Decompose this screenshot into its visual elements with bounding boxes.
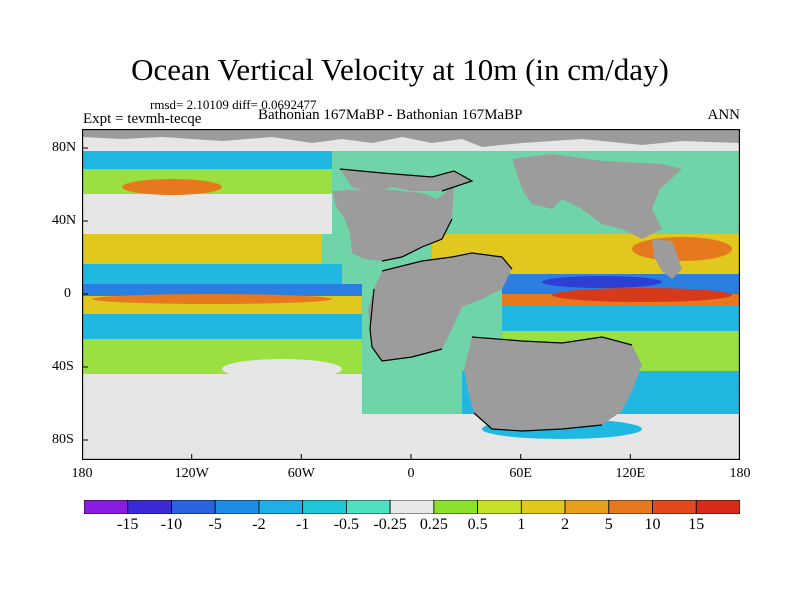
colorbar-label: -0.25 (373, 516, 407, 533)
land-north-continent (340, 169, 472, 193)
x-tick-label: 120W (174, 466, 209, 481)
field-band (82, 314, 362, 339)
y-tick-label: 80N (52, 140, 77, 155)
land-asia (512, 154, 682, 239)
field-band (502, 306, 740, 331)
land-laurasia (332, 183, 454, 261)
experiment-label: Expt = tevmh-tecqe (83, 111, 202, 127)
period-label: Bathonian 167MaBP - Bathonian 167MaBP (258, 107, 523, 123)
colorbar-label: -15 (117, 516, 139, 533)
stats-text: rmsd= 2.10109 diff= 0.0692477 (150, 97, 317, 112)
field-band (82, 194, 332, 234)
colorbar-swatch (477, 500, 522, 514)
field-band (82, 284, 362, 296)
x-tick-label: 60W (287, 466, 315, 481)
colorbar-swatch (695, 500, 740, 514)
colorbar-swatch (84, 500, 129, 514)
land-gondwana (368, 253, 512, 361)
x-tick-label: 0 (407, 466, 415, 481)
field-band (82, 151, 332, 169)
field-band (82, 374, 362, 414)
colorbar (84, 500, 740, 514)
season-label: ANN (707, 107, 741, 123)
colorbar-swatch (345, 500, 391, 514)
colorbar-swatch (214, 500, 260, 514)
colorbar-label: 1 (517, 516, 526, 533)
coastline (369, 288, 443, 362)
colorbar-label: 0.5 (467, 516, 488, 533)
colorbar-label: 0.25 (419, 516, 448, 533)
colorbar-swatch (564, 500, 610, 514)
colorbar-label: -5 (208, 516, 222, 533)
field-blob (92, 294, 332, 304)
coastline (473, 412, 603, 432)
x-tick-label: 180 (71, 466, 93, 481)
colorbar-swatch (389, 500, 435, 514)
field-band (82, 264, 342, 284)
y-tick-label: 40S (52, 359, 74, 374)
coastline (381, 252, 513, 272)
colorbar-swatch (433, 500, 478, 514)
colorbar-swatch (652, 500, 697, 514)
colorbar-swatch (302, 500, 347, 514)
world-map (82, 129, 740, 460)
colorbar-label: -0.5 (333, 516, 360, 533)
colorbar-swatch (520, 500, 566, 514)
y-tick-label: 80S (52, 432, 74, 447)
field-band (82, 234, 322, 264)
colorbar-label: 10 (644, 516, 661, 533)
coastline (339, 168, 474, 192)
land-south-continent (464, 337, 642, 431)
colorbar-label: -2 (252, 516, 266, 533)
colorbar-swatch (258, 500, 304, 514)
y-tick-label: 40N (52, 213, 77, 228)
field-blob (122, 179, 222, 195)
land-india (652, 239, 682, 279)
colorbar-swatch (608, 500, 653, 514)
x-tick-label: 120E (615, 466, 646, 481)
colorbar-label: 2 (561, 516, 570, 533)
colorbar-swatch (127, 500, 172, 514)
coastline (471, 336, 633, 346)
field-band (82, 414, 740, 460)
colorbar-label: 15 (688, 516, 705, 533)
map-title: Ocean Vertical Velocity at 10m (in cm/da… (131, 52, 669, 87)
land-north-cap (82, 129, 740, 147)
colorbar-swatch (171, 500, 216, 514)
colorbar-label: 5 (604, 516, 613, 533)
field-blob (222, 359, 342, 379)
y-tick-label: 0 (64, 286, 71, 301)
x-tick-label: 60E (509, 466, 532, 481)
x-tick-label: 180 (729, 466, 751, 481)
colorbar-label: -1 (295, 516, 310, 533)
field-blob (552, 288, 732, 302)
field-blob (542, 276, 662, 288)
field-blob (632, 237, 732, 261)
coastline (381, 218, 453, 262)
colorbar-label: -10 (160, 516, 183, 533)
